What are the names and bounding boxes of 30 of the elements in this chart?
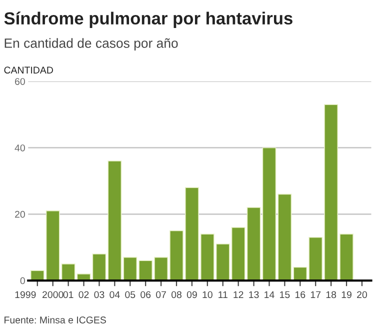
x-tick-label: 09 [186,291,197,298]
x-tick-label: 12 [234,291,244,298]
x-tick-label: 04 [110,291,120,298]
x-tick-label: 03 [94,291,104,298]
x-tick-label: 10 [202,291,212,298]
y-tick-label: 0 [20,277,25,284]
x-tick-label: 07 [156,291,166,298]
y-tick-label: 40 [14,144,25,152]
x-tick-label: 11 [218,291,228,298]
x-tick-label: 01 [63,291,74,298]
chart-title: Síndrome pulmonar por hantavirus [4,12,292,28]
x-tick-label: 08 [171,291,182,298]
x-tick-label: 18 [326,291,336,298]
y-tick-label: 20 [15,210,25,218]
x-tick-label: 14 [264,291,274,298]
x-tick-label: 06 [140,291,151,298]
x-tick-label: 16 [295,291,306,298]
y-axis-title: CANTIDAD [4,66,53,74]
x-tick-label: 19 [342,291,352,298]
x-tick-label: 1999 [15,291,36,298]
source-note: Fuente: Minsa e ICGES [4,316,106,324]
x-tick-label: 13 [249,291,259,298]
y-tick-label: 60 [15,78,25,85]
x-tick-label: 05 [125,291,136,298]
x-tick-label: 20 [357,291,368,298]
x-tick-label: 02 [78,291,89,298]
x-tick-label: 17 [310,291,321,298]
x-tick-label: 2000 [42,291,64,298]
chart-subtitle: En cantidad de casos por año [4,38,178,50]
x-tick-label: 15 [280,291,290,298]
